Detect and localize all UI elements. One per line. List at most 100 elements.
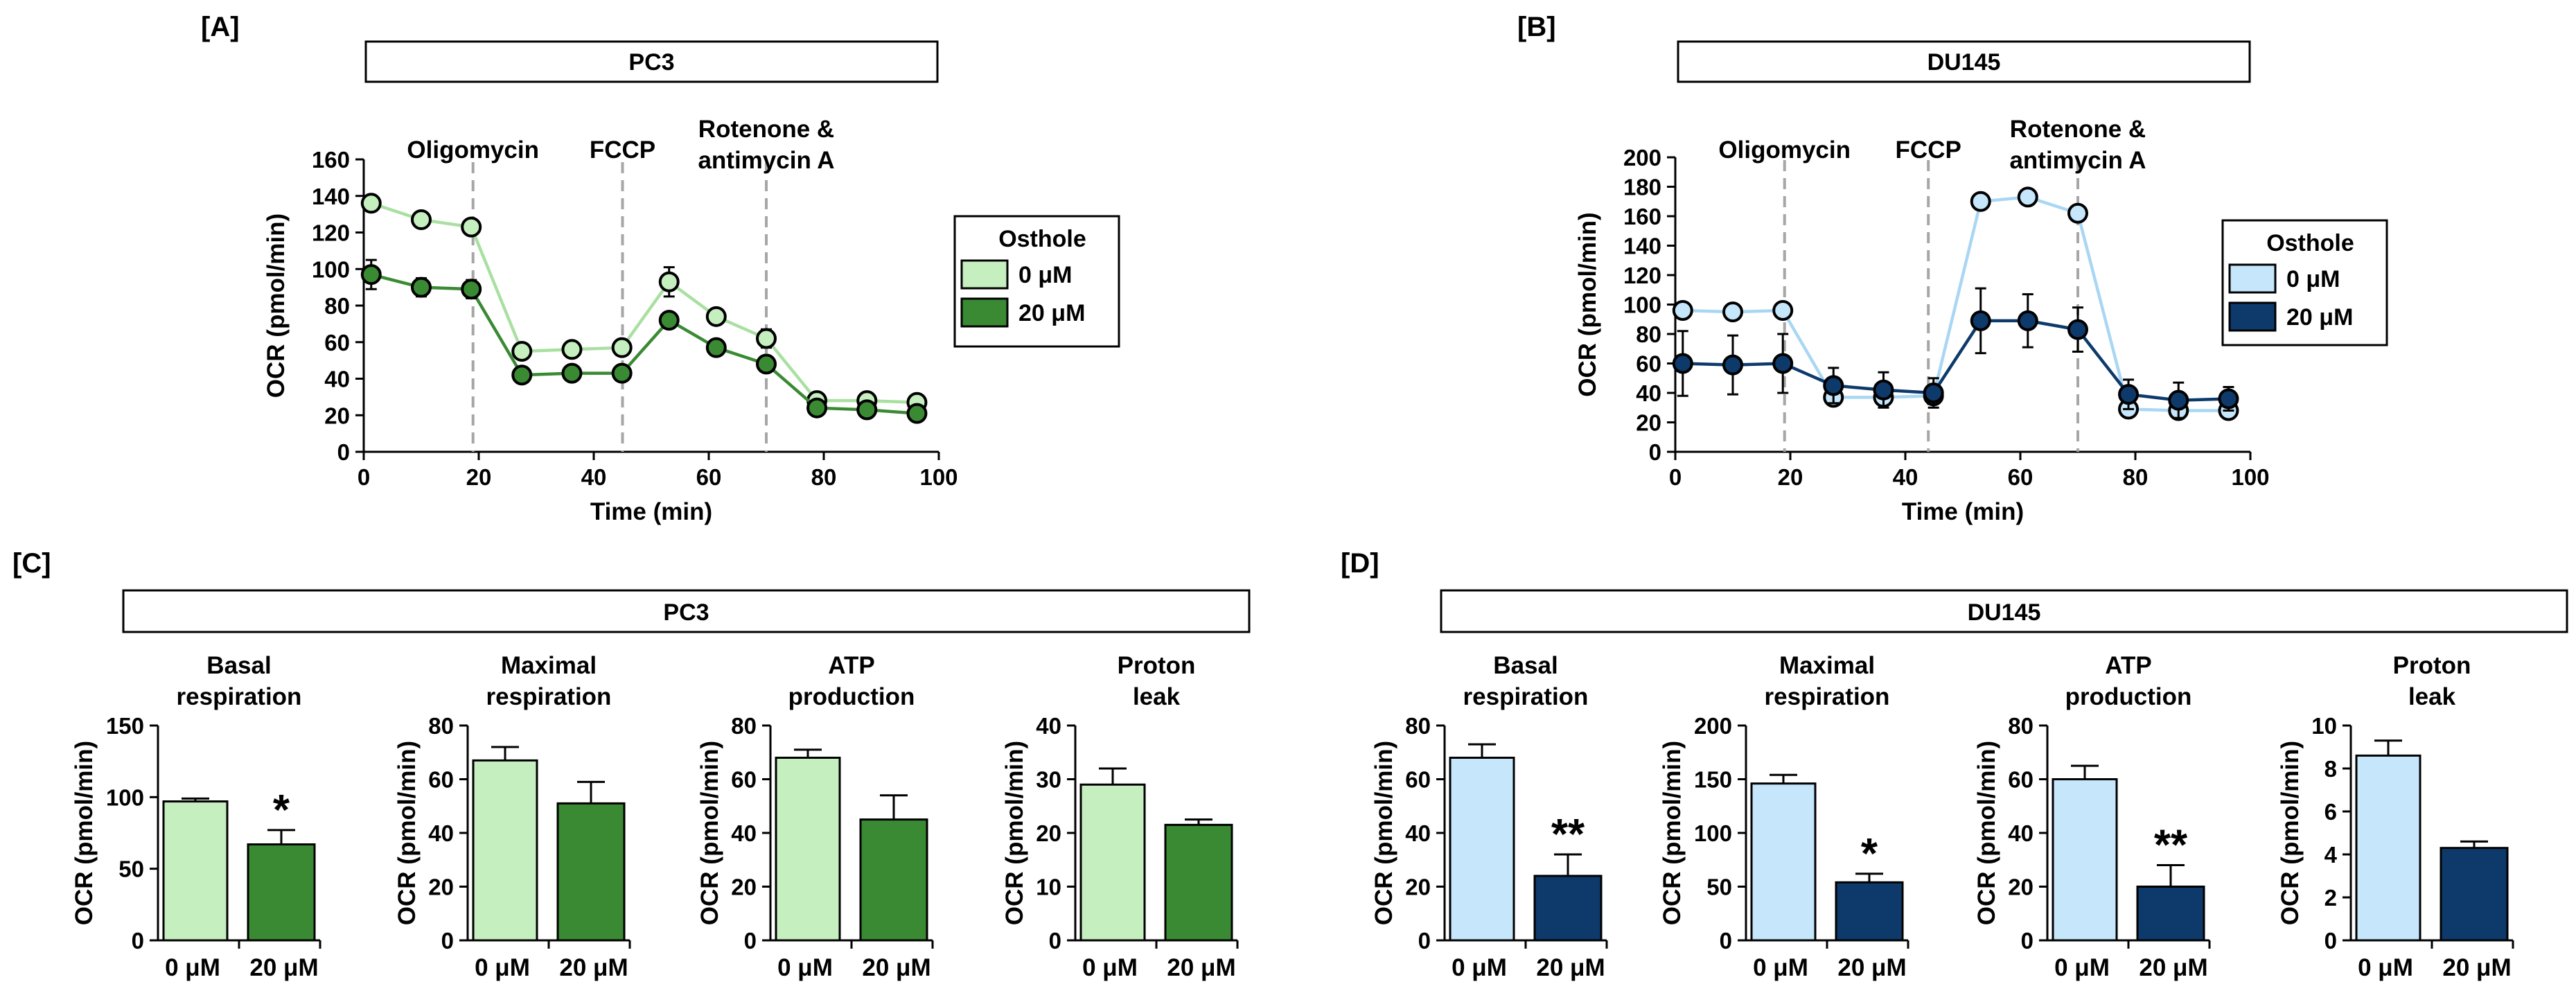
- y-tick-label: 60: [731, 767, 757, 793]
- subplot-title: leak: [2408, 683, 2456, 710]
- x-tick-label: 0: [1669, 464, 1682, 490]
- y-axis-label: OCR (pmol/min): [1659, 741, 1686, 925]
- y-tick-label: 20: [428, 875, 454, 900]
- data-point: [756, 353, 777, 375]
- y-axis-label: OCR (pmol/min): [1370, 741, 1397, 925]
- data-point: [756, 328, 777, 349]
- x-category-label: 0 μM: [1753, 954, 1808, 981]
- injection-label: FCCP: [590, 137, 655, 164]
- x-tick-label: 100: [2231, 464, 2269, 490]
- y-tick-label: 80: [428, 713, 454, 739]
- y-tick-label: 50: [118, 856, 144, 882]
- x-tick-label: 0: [358, 464, 370, 490]
- x-category-label: 0 μM: [1452, 954, 1507, 981]
- y-tick-label: 20: [1036, 820, 1061, 846]
- injection-label: FCCP: [1896, 137, 1961, 164]
- y-tick-label: 120: [1623, 263, 1661, 288]
- subplot-title: Maximal: [1779, 652, 1875, 679]
- title-box: [1677, 40, 2251, 83]
- x-tick-label: 60: [2008, 464, 2034, 490]
- subplot-title: Proton: [1118, 652, 1196, 679]
- y-tick-label: 40: [1036, 713, 1061, 739]
- x-category-label: 0 μM: [2358, 954, 2413, 981]
- y-tick-label: 40: [1636, 380, 1661, 406]
- y-tick-label: 0: [1649, 439, 1661, 465]
- x-category-label: 20 μM: [1167, 954, 1235, 981]
- data-point: [1772, 353, 1794, 374]
- y-tick-label: 100: [106, 784, 144, 810]
- y-tick-label: 20: [2008, 875, 2034, 900]
- legend-label: 20 μM: [1018, 300, 1085, 326]
- data-point: [461, 279, 482, 300]
- data-point: [806, 397, 828, 419]
- y-tick-label: 60: [428, 767, 454, 793]
- subplot-title: Basal: [206, 652, 271, 679]
- data-point: [2067, 202, 2088, 224]
- y-tick-label: 200: [1694, 713, 1732, 739]
- y-tick-label: 4: [2324, 842, 2338, 868]
- x-tick-label: 20: [466, 464, 492, 490]
- y-tick-label: 80: [731, 713, 757, 739]
- x-tick-label: 100: [919, 464, 958, 490]
- y-tick-label: 20: [324, 403, 350, 428]
- panel-label: [A]: [201, 12, 240, 42]
- bar: [1449, 757, 1515, 942]
- x-category-label: 20 μM: [1837, 954, 1906, 981]
- legend-label: 0 μM: [1018, 262, 1072, 288]
- y-tick-label: 0: [744, 928, 757, 954]
- y-axis-label: OCR (pmol/min): [1574, 212, 1601, 396]
- x-category-label: 20 μM: [2442, 954, 2511, 981]
- chart-title: DU145: [1968, 599, 2041, 626]
- y-tick-label: 60: [1636, 351, 1661, 377]
- data-point: [2017, 310, 2038, 331]
- y-tick-label: 160: [312, 147, 350, 173]
- data-point: [461, 216, 482, 238]
- subplot-title: ATP: [2105, 652, 2151, 679]
- y-tick-label: 80: [1405, 713, 1431, 739]
- data-point: [611, 362, 633, 384]
- data-point: [705, 306, 727, 327]
- x-category-label: 0 μM: [165, 954, 220, 981]
- title-box: [122, 589, 1251, 633]
- y-tick-label: 40: [428, 820, 454, 846]
- data-point: [2168, 389, 2189, 411]
- legend-swatch: [2228, 263, 2277, 294]
- y-tick-label: 10: [2311, 713, 2337, 739]
- y-tick-label: 40: [1405, 820, 1431, 846]
- subplot-title: production: [788, 683, 915, 710]
- significance-marker: **: [1551, 811, 1585, 859]
- legend-title: Osthole: [2266, 230, 2354, 256]
- series-line: [1682, 319, 2229, 402]
- bar: [162, 800, 229, 942]
- subplot-title: leak: [1133, 683, 1181, 710]
- data-point: [511, 340, 533, 362]
- legend-title: Osthole: [998, 226, 1086, 252]
- x-category-label: 0 μM: [1082, 954, 1138, 981]
- data-point: [658, 310, 680, 331]
- bar: [1835, 881, 1904, 942]
- legend-swatch: [2228, 301, 2277, 332]
- data-point: [1772, 300, 1794, 321]
- y-tick-label: 80: [2008, 713, 2034, 739]
- data-point: [2067, 319, 2088, 340]
- y-tick-label: 20: [1405, 875, 1431, 900]
- subplot-title: respiration: [486, 683, 612, 710]
- data-point: [360, 193, 382, 214]
- data-point: [1873, 379, 1894, 401]
- chart-title: PC3: [628, 49, 674, 76]
- data-point: [856, 399, 878, 421]
- legend-swatch: [960, 297, 1009, 328]
- x-tick-label: 80: [811, 464, 837, 490]
- x-tick-label: 60: [696, 464, 722, 490]
- data-point: [1672, 353, 1693, 374]
- y-tick-label: 6: [2324, 799, 2337, 825]
- y-tick-label: 100: [1694, 820, 1732, 846]
- data-point: [511, 364, 533, 386]
- subplot-title: production: [2065, 683, 2192, 710]
- y-tick-label: 0: [1049, 928, 1061, 954]
- x-tick-label: 40: [581, 464, 607, 490]
- y-axis-label: OCR (pmol/min): [1001, 741, 1028, 925]
- subplot-title: respiration: [1765, 683, 1890, 710]
- y-tick-label: 40: [731, 820, 757, 846]
